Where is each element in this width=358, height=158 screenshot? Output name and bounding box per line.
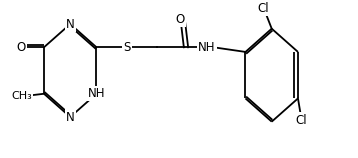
Text: N: N: [66, 110, 74, 124]
Text: Cl: Cl: [296, 114, 308, 127]
Text: N: N: [66, 18, 74, 30]
Text: O: O: [176, 13, 185, 26]
Text: O: O: [16, 41, 25, 54]
Text: CH₃: CH₃: [11, 91, 32, 101]
Text: NH: NH: [198, 41, 216, 54]
Text: Cl: Cl: [257, 2, 268, 15]
Text: NH: NH: [88, 87, 105, 100]
Text: S: S: [123, 41, 130, 54]
